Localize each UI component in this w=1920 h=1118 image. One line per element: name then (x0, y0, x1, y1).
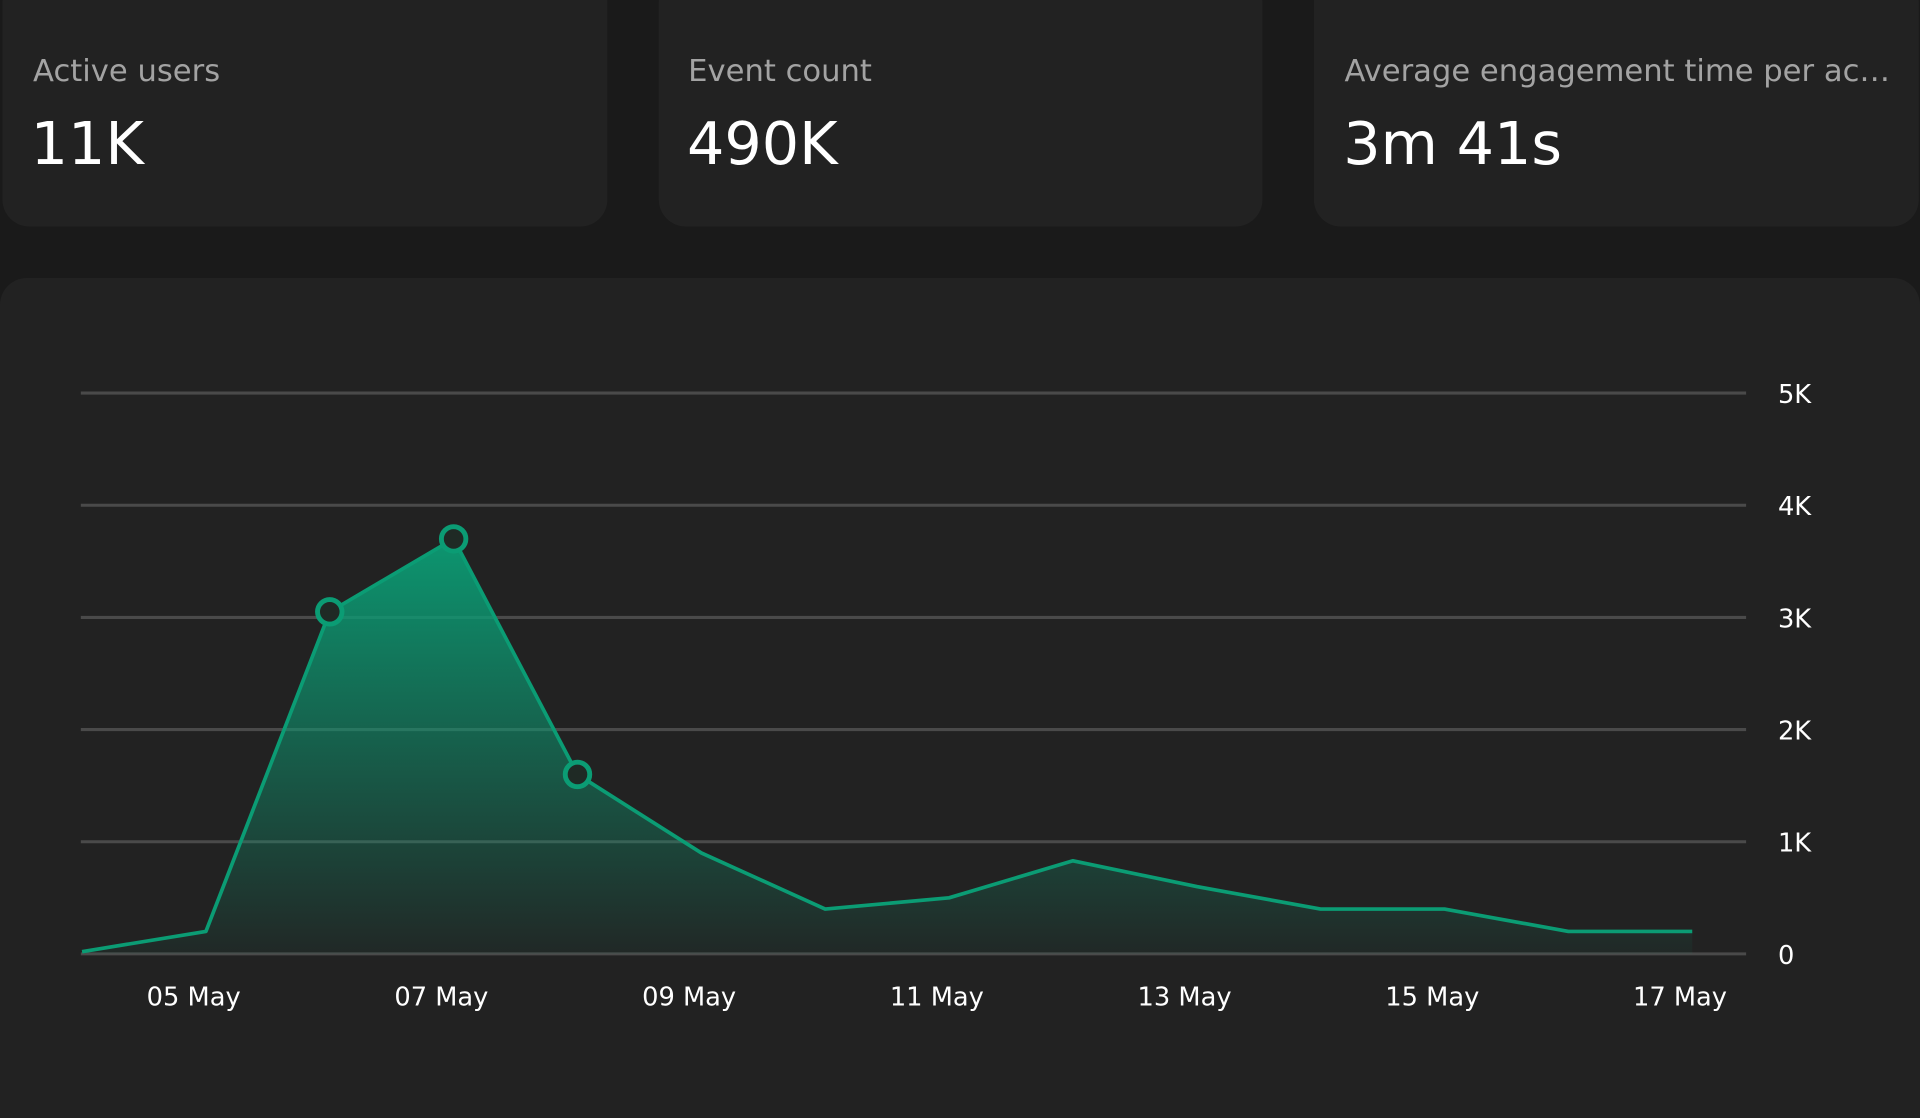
x-tick-label: 07 May (394, 982, 488, 1012)
line (81, 537, 1693, 954)
card-label: Active users (33, 54, 220, 89)
card-value: 11K (31, 109, 146, 178)
point-marker (438, 524, 469, 554)
point-marker (315, 597, 345, 627)
x-tick-label: 15 May (1385, 982, 1479, 1012)
card (1313, 0, 1919, 227)
card-label: Event count (688, 54, 872, 89)
area (82, 538, 1693, 954)
y-tick-label: 4K (1778, 492, 1812, 522)
card (2, 0, 608, 227)
point-marker (562, 759, 593, 790)
y-tick-label: 3K (1778, 604, 1812, 634)
card-label: Average engagement time per ac… (1344, 54, 1890, 89)
y-tick-label: 1K (1778, 829, 1812, 859)
x-tick-label: 17 May (1633, 982, 1727, 1012)
y-tick-label: 2K (1778, 717, 1812, 747)
card-value: 3m 41s (1343, 109, 1562, 178)
card (658, 0, 1263, 227)
x-tick-label: 05 May (147, 982, 241, 1012)
y-tick-label: 5K (1778, 380, 1812, 410)
card-value: 490K (687, 109, 839, 178)
y-tick-label: 0 (1778, 941, 1794, 971)
x-tick-label: 11 May (890, 982, 984, 1012)
x-tick-label: 13 May (1138, 982, 1232, 1012)
x-tick-label: 09 May (642, 982, 736, 1012)
